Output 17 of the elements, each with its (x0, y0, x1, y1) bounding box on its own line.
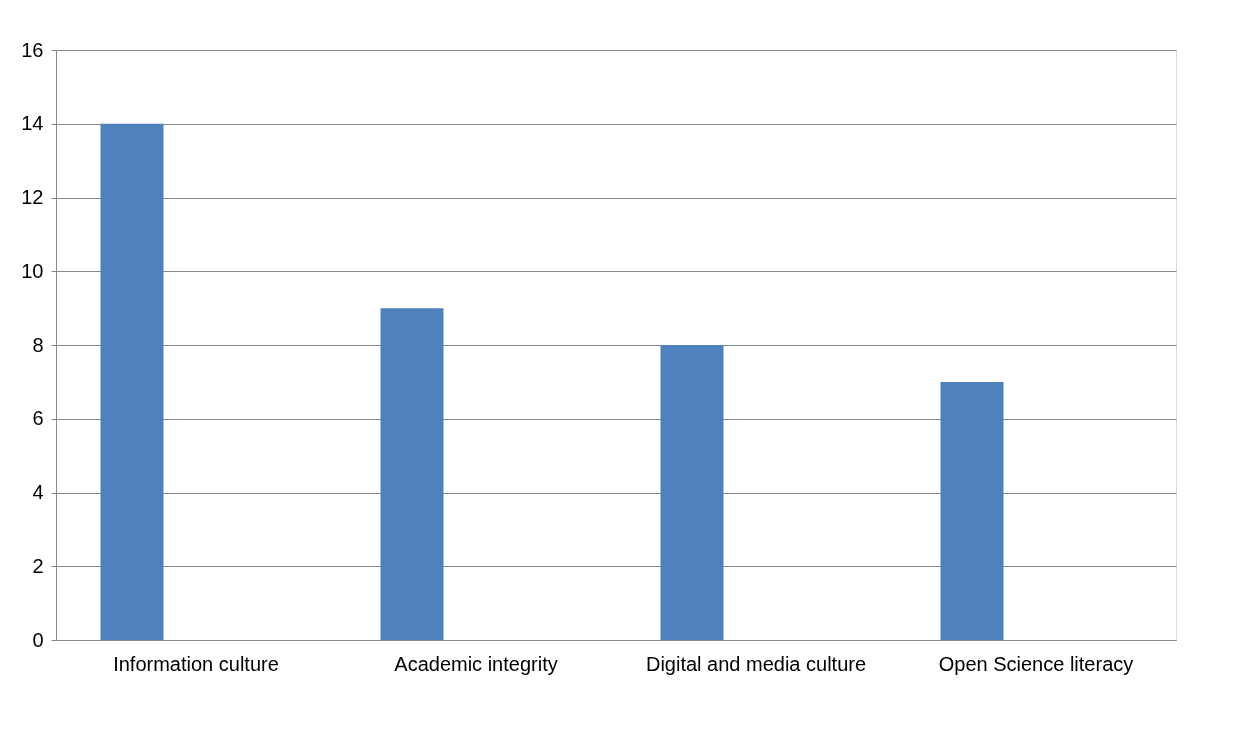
bar (660, 345, 724, 640)
bar (380, 308, 444, 640)
y-tick-label: 6 (32, 407, 44, 430)
y-tick-label: 16 (21, 38, 44, 61)
bar (940, 381, 1004, 640)
y-tick-label: 12 (21, 186, 44, 208)
y-tick-label: 14 (21, 112, 44, 135)
x-tick-label: Academic integrity (394, 652, 558, 675)
bar (100, 123, 164, 640)
y-tick-label: 8 (32, 333, 44, 356)
y-tick-label: 0 (32, 628, 44, 651)
x-tick-label: Digital and media culture (645, 652, 867, 675)
x-tick-label: Information culture (113, 652, 279, 675)
x-tick-label: Open Science literacy (938, 652, 1134, 675)
y-tick-label: 10 (21, 259, 44, 282)
y-tick-label: 2 (32, 554, 44, 577)
y-tick-label: 4 (32, 481, 44, 503)
